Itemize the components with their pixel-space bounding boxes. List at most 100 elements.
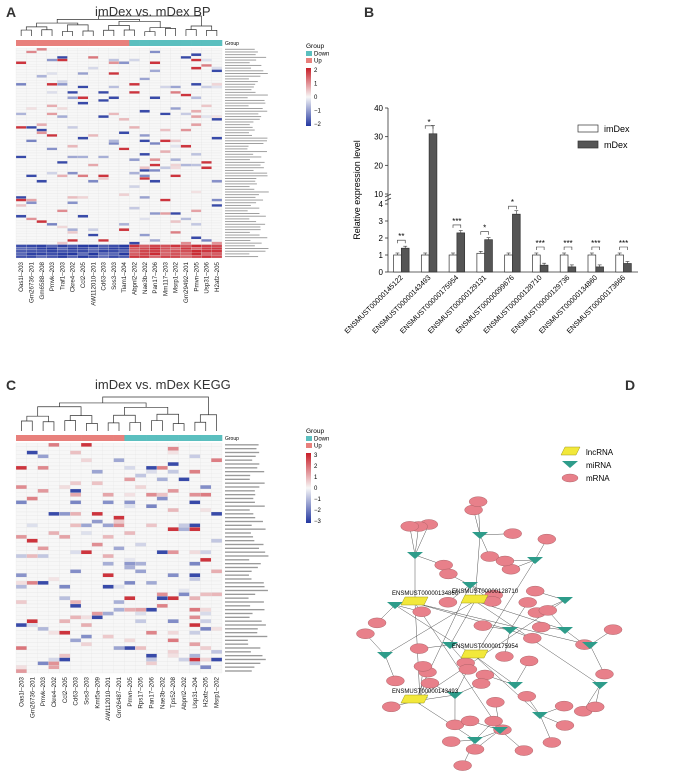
heatmap-cells — [15, 47, 269, 259]
heatmap-cell — [70, 458, 82, 463]
heatmap-cell — [46, 177, 58, 181]
heatmap-cell — [102, 534, 114, 539]
heatmap-cell — [15, 112, 27, 116]
heatmap-cell — [26, 158, 37, 162]
heatmap-cell — [149, 142, 161, 146]
row-term-label — [225, 48, 255, 50]
heatmap-cell — [201, 109, 212, 113]
heatmap-cell — [48, 554, 60, 559]
heatmap-cell — [102, 542, 114, 547]
heatmap-cell — [139, 72, 151, 76]
mrna-node — [531, 621, 551, 633]
heatmap-cell — [36, 66, 47, 70]
heatmap-cell — [201, 230, 212, 234]
heatmap-cell — [200, 515, 212, 520]
heatmap-cell — [139, 55, 151, 59]
heatmap-cell — [26, 615, 38, 620]
heatmap-cell — [124, 580, 136, 585]
heatmap-cell — [211, 515, 223, 520]
heatmap-cell — [87, 160, 99, 164]
heatmap-cell — [67, 152, 78, 156]
heatmap-cell — [108, 220, 120, 224]
heatmap-cell — [15, 244, 27, 248]
heatmap-cell — [180, 99, 192, 102]
heatmap-cell — [211, 166, 223, 170]
heatmap-cell — [211, 187, 223, 191]
heatmap-cell — [26, 626, 38, 631]
heatmap-cell — [36, 222, 47, 226]
column-label: Abpnl2–202 — [181, 676, 188, 710]
heatmap-cell — [211, 99, 223, 102]
heatmap-cell — [91, 442, 103, 447]
heatmap-cell — [180, 88, 192, 92]
heatmap-cell — [200, 485, 212, 490]
heatmap-cell — [129, 169, 140, 172]
heatmap-cell — [15, 607, 27, 612]
heatmap-cell — [129, 123, 140, 127]
bar — [559, 254, 569, 273]
heatmap-cell — [118, 55, 130, 59]
heatmap-cell — [91, 534, 103, 539]
heatmap-cell — [15, 492, 27, 497]
heatmap-cell — [118, 158, 130, 162]
heatmap-cell — [26, 96, 37, 100]
heatmap-cell — [36, 142, 47, 146]
heatmap-cell — [167, 531, 179, 536]
heatmap-cell — [98, 109, 109, 113]
heatmap-cell — [178, 469, 190, 474]
heatmap-cell — [201, 147, 212, 151]
heatmap-cell — [91, 649, 103, 654]
group-cell — [88, 40, 99, 46]
heatmap-cell — [36, 88, 47, 92]
heatmap-cell — [201, 160, 212, 164]
heatmap-cell — [87, 230, 99, 234]
heatmap-cell — [98, 195, 109, 199]
heatmap-cell — [36, 204, 47, 207]
heatmap-cell — [167, 557, 179, 562]
heatmap-cell — [46, 142, 58, 146]
heatmap-cell — [156, 634, 168, 639]
heatmap-cell — [189, 527, 201, 532]
heatmap-cell — [118, 163, 130, 167]
group-cell — [36, 40, 48, 46]
heatmap-cell — [77, 72, 89, 76]
color-scale-tick: 0 — [314, 486, 318, 492]
heatmap-cell — [80, 565, 92, 570]
heatmap-cell — [15, 661, 27, 666]
heatmap-cell — [211, 523, 223, 528]
heatmap-cell — [15, 249, 27, 253]
heatmap-cell — [36, 134, 47, 137]
heatmap-cell — [87, 109, 99, 113]
heatmap-cell — [191, 125, 202, 129]
row-term-label — [225, 516, 256, 519]
heatmap-cell — [59, 561, 71, 566]
heatmap-cell — [77, 169, 89, 172]
heatmap-cell — [77, 142, 89, 146]
heatmap-cell — [211, 104, 223, 108]
heatmap-cell — [91, 634, 103, 639]
heatmap-cell — [178, 446, 190, 451]
heatmap-cell — [36, 128, 47, 132]
heatmap-cell — [156, 477, 168, 482]
heatmap-cell — [59, 646, 71, 651]
heatmap-cell — [146, 488, 158, 493]
heatmap-cell — [48, 657, 60, 662]
heatmap-cell — [102, 561, 114, 566]
heatmap-cell — [149, 182, 161, 186]
heatmap-cells — [15, 442, 269, 674]
heatmap-cell — [167, 469, 179, 474]
heatmap-cell — [129, 171, 140, 175]
column-label: H2afz–205 — [203, 676, 210, 706]
heatmap-cell — [135, 653, 147, 658]
heatmap-cell — [77, 158, 89, 162]
group-cell — [167, 435, 179, 441]
heatmap-cell — [26, 163, 37, 167]
heatmap-cell — [178, 588, 190, 593]
heatmap-cell — [211, 508, 223, 513]
heatmap-cell — [77, 109, 89, 113]
heatmap-cell — [211, 561, 223, 566]
heatmap-cell — [48, 477, 60, 482]
heatmap-cell — [189, 661, 201, 666]
heatmap-cell — [178, 657, 190, 662]
heatmap-cell — [156, 577, 168, 582]
